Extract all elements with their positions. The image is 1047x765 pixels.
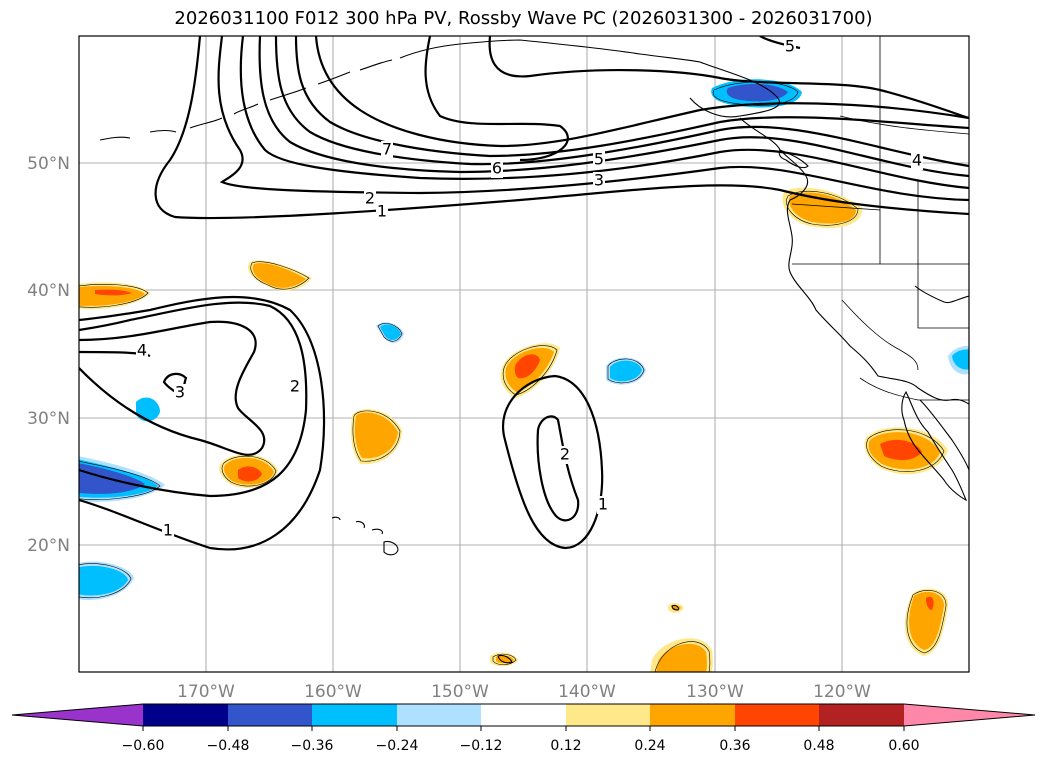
map-frame: [78, 35, 970, 673]
contour-label: 1: [598, 495, 608, 514]
lon-label: 170°W: [177, 682, 235, 702]
colorbar-extend-high: [904, 704, 1035, 726]
anomaly-outlines: [79, 81, 947, 672]
negative-anomaly: [606, 357, 646, 385]
colorbar-tick-label: 0.24: [634, 738, 665, 754]
contour-label: 5: [594, 150, 604, 169]
pv-contour: [502, 374, 604, 550]
colorbar-tick-label: 0.12: [550, 738, 581, 754]
anomaly-shading: [79, 79, 969, 672]
contour-labels: 1 2 3 4 5 6 7 5 4 3 2 1 1 2: [136, 37, 923, 540]
contour-label: 1: [163, 521, 173, 540]
colorbar-tick-label: −0.24: [376, 738, 419, 754]
lon-label: 140°W: [558, 682, 616, 702]
contour-label: 2: [290, 377, 300, 396]
colorbar-tick-label: 0.60: [888, 738, 919, 754]
positive-anomaly: [864, 427, 948, 475]
lat-label: 20°N: [27, 536, 70, 556]
pv-contour: [154, 36, 969, 220]
lon-label: 160°W: [304, 682, 362, 702]
colorbar-tick-label: −0.60: [122, 738, 165, 754]
contour-label: 4: [912, 151, 922, 170]
pv-contour: [424, 36, 569, 162]
colorbar-segment: [819, 704, 904, 726]
colorbar-tick-label: 0.36: [719, 738, 750, 754]
colorbar-tick-label: 0.48: [803, 738, 834, 754]
contour-label: 3: [175, 383, 185, 402]
lat-label: 30°N: [27, 409, 70, 429]
positive-anomaly: [904, 588, 949, 656]
pv-contour: [79, 301, 308, 498]
pv-contour: [294, 36, 969, 158]
pv-contour: [314, 36, 969, 148]
contour-label: 7: [382, 140, 392, 159]
positive-anomaly: [650, 638, 713, 672]
pv-contour: [759, 36, 801, 50]
pv-contour: [274, 36, 969, 168]
lon-label: 150°W: [431, 682, 489, 702]
lon-label: 130°W: [686, 682, 744, 702]
lat-label: 40°N: [27, 281, 70, 301]
contour-label: 4: [137, 341, 147, 360]
colorbar-segment: [143, 704, 228, 726]
chart-title: 2026031100 F012 300 hPa PV, Rossby Wave …: [174, 8, 873, 29]
negative-anomaly: [948, 346, 969, 375]
colorbar-segment: [566, 704, 651, 726]
positive-anomaly: [782, 187, 863, 228]
state-borders: [791, 36, 969, 401]
contour-label: 5: [785, 37, 795, 56]
positive-anomaly: [350, 409, 402, 465]
contour-label: 2: [365, 189, 375, 208]
colorbar-segment: [228, 704, 313, 726]
contour-label: 6: [492, 159, 502, 178]
colorbar: −0.60 −0.48 −0.36 −0.24 −0.12 0.12 0.24 …: [11, 703, 1036, 754]
coastlines: [99, 39, 969, 664]
positive-anomaly: [500, 343, 560, 398]
colorbar-tick-label: −0.48: [207, 738, 250, 754]
pv-contour: [79, 295, 326, 551]
colorbar-extend-low: [12, 704, 143, 726]
contour-label: 3: [594, 171, 604, 190]
colorbar-segment: [312, 704, 397, 726]
pv-contour: [79, 320, 266, 456]
contour-label: 1: [377, 202, 387, 221]
lon-labels: 170°W 160°W 150°W 140°W 130°W 120°W: [177, 682, 871, 702]
lat-label: 50°N: [27, 154, 70, 174]
colorbar-segment: [735, 704, 820, 726]
positive-anomaly: [79, 282, 150, 310]
negative-anomaly: [136, 397, 160, 422]
pv-contour: [488, 36, 969, 120]
pv-contour: [536, 415, 580, 522]
colorbar-segment: [650, 704, 735, 726]
colorbar-tick-label: −0.12: [460, 738, 503, 754]
pv-contour: [239, 36, 969, 190]
colorbar-segment: [397, 704, 482, 726]
positive-anomaly: [219, 454, 278, 488]
pv-contours: [79, 36, 969, 551]
colorbar-tick-label: −0.36: [291, 738, 334, 754]
negative-anomaly: [79, 561, 134, 600]
pv-contour: [217, 36, 969, 202]
lat-labels: 50°N 40°N 30°N 20°N: [27, 154, 70, 556]
colorbar-segment: [481, 704, 566, 726]
lon-label: 120°W: [813, 682, 871, 702]
contour-label: 2: [560, 445, 570, 464]
pv-contour: [258, 36, 969, 178]
